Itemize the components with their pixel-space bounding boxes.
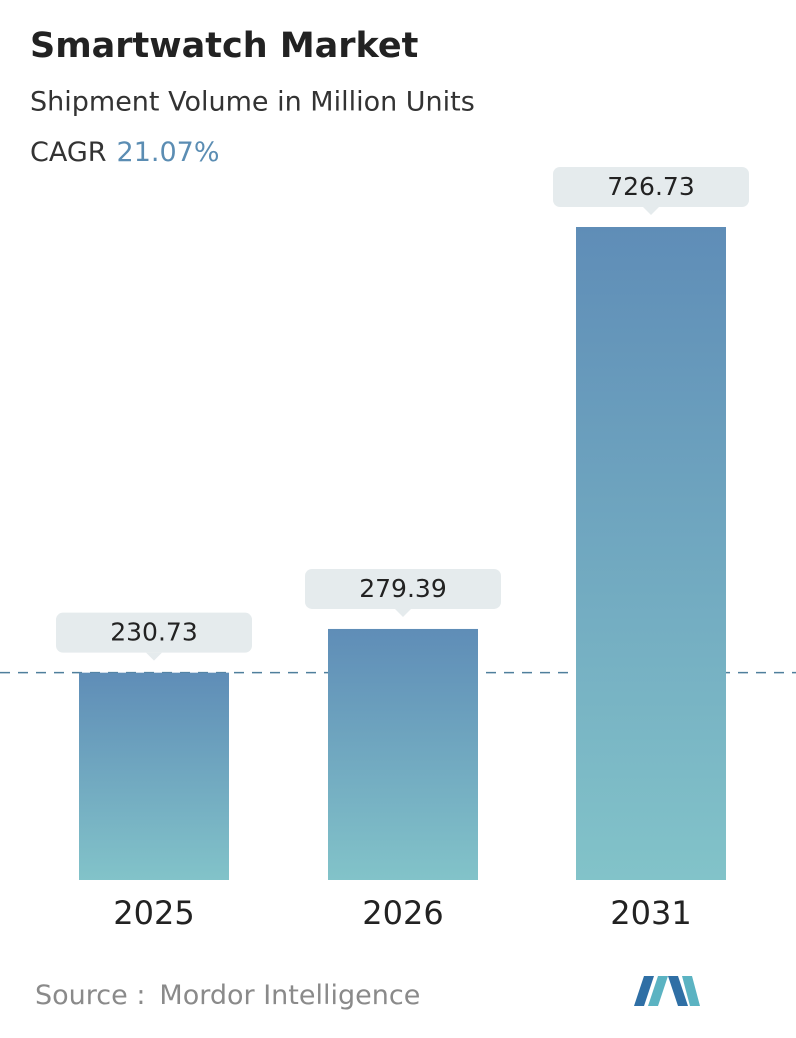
value-label: 230.73 (110, 618, 197, 647)
label-pointer (395, 608, 411, 617)
x-tick-label: 2026 (362, 894, 443, 932)
label-box (553, 167, 749, 207)
label-pointer (643, 207, 659, 215)
bar (328, 628, 478, 880)
label-box (56, 612, 252, 653)
x-tick-label: 2031 (610, 894, 691, 932)
chart-title: Smartwatch Market (30, 26, 418, 66)
x-tick-label: 2025 (113, 894, 194, 932)
chart-subtitle: Shipment Volume in Million Units (30, 87, 475, 118)
value-label: 726.73 (607, 172, 694, 201)
source-label: Source : (35, 980, 145, 1011)
source: Source : Mordor Intelligence (35, 980, 420, 1011)
cagr-value: 21.07% (117, 137, 220, 168)
bar (576, 227, 726, 880)
label-pointer (146, 652, 162, 661)
logo (634, 976, 700, 1006)
cagr-label: CAGR (30, 137, 107, 168)
bar (79, 672, 229, 880)
label-box (305, 568, 501, 609)
value-label: 279.39 (359, 574, 446, 603)
source-name: Mordor Intelligence (159, 980, 420, 1011)
cagr-line: CAGR 21.07% (30, 137, 219, 168)
